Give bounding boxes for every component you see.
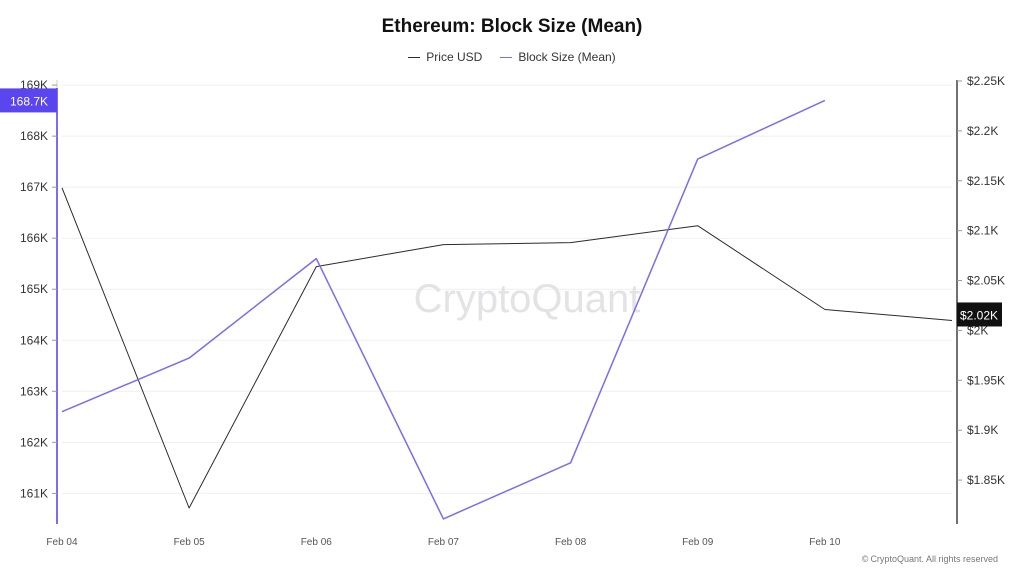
right-axis-tick-label: $2.1K: [967, 224, 998, 238]
chart-legend: Price USD Block Size (Mean): [0, 50, 1024, 64]
x-axis-tick-label: Feb 06: [301, 537, 333, 548]
right-axis-tick-label: $2.2K: [967, 124, 998, 138]
x-axis-tick-label: Feb 10: [809, 537, 841, 548]
left-axis-tick-label: 165K: [20, 282, 48, 296]
legend-item-price[interactable]: Price USD: [408, 50, 482, 64]
right-axis-tick-label: $1.9K: [967, 423, 998, 437]
x-axis-tick-label: Feb 08: [555, 537, 587, 548]
left-axis-tick-label: 166K: [20, 231, 48, 245]
right-axis-tick-label: $2.15K: [967, 174, 1005, 188]
left-axis-tick-label: 168K: [20, 129, 48, 143]
right-current-value-badge: [957, 302, 1002, 327]
right-axis-tick-label: $2.25K: [967, 74, 1005, 88]
price-usd-line: [61, 187, 953, 509]
copyright-text: CryptoQuant. All rights reserved: [870, 554, 998, 564]
left-current-value-badge: [0, 88, 57, 113]
right-axis-tick-label: $2.05K: [967, 274, 1005, 288]
chart-title: Ethereum: Block Size (Mean): [381, 16, 643, 37]
left-axis-tick-label: 164K: [20, 333, 48, 347]
x-axis-tick-label: Feb 05: [174, 537, 206, 548]
legend-item-block-size[interactable]: Block Size (Mean): [500, 50, 616, 64]
legend-label-block-size: Block Size (Mean): [518, 50, 616, 64]
watermark-text: CryptoQuant: [414, 277, 641, 321]
legend-label-price: Price USD: [426, 50, 483, 64]
left-axis-tick-label: 167K: [20, 180, 48, 194]
left-axis-tick-label: 161K: [20, 486, 48, 500]
block-size-mean-line: [61, 99, 826, 520]
legend-swatch-block-size: [500, 56, 513, 58]
right-current-value-label: $2.02K: [960, 308, 998, 322]
right-axis-tick-label: $1.85K: [967, 473, 1005, 487]
x-axis-tick-label: Feb 04: [46, 537, 78, 548]
x-axis-tick-label: Feb 07: [428, 537, 460, 548]
right-axis-tick-label: $2K: [967, 323, 988, 337]
left-axis-tick-label: 162K: [20, 435, 48, 449]
left-current-value-label: 168.7K: [10, 94, 48, 108]
copyright-notice: © CryptoQuant. All rights reserved: [862, 554, 998, 564]
left-axis-tick-label: 163K: [20, 384, 48, 398]
x-axis-tick-label: Feb 09: [682, 537, 714, 548]
legend-swatch-price: [408, 56, 421, 58]
right-axis-tick-label: $1.95K: [967, 373, 1005, 387]
copyright-icon: ©: [861, 554, 869, 564]
